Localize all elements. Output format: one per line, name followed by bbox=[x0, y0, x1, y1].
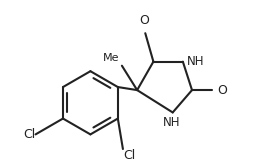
Text: O: O bbox=[139, 14, 149, 27]
Text: Cl: Cl bbox=[123, 149, 135, 162]
Text: NH: NH bbox=[187, 55, 204, 68]
Text: O: O bbox=[217, 84, 227, 97]
Text: NH: NH bbox=[163, 116, 180, 129]
Text: Cl: Cl bbox=[23, 128, 36, 141]
Text: Me: Me bbox=[103, 53, 120, 63]
